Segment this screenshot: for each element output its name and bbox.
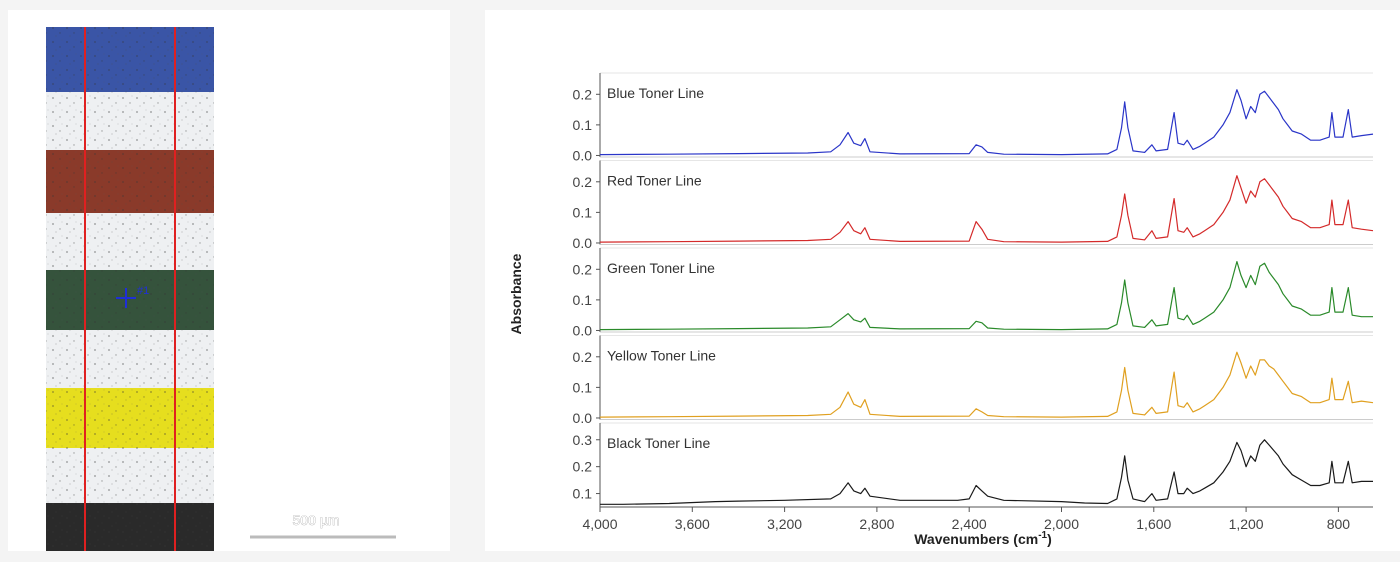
y-tick-label: 0.2	[573, 86, 593, 102]
series-line	[599, 261, 1373, 331]
spectra-subplots: 0.0 0.1 0.2 Blue Toner Line 0.0 0.1 0.2 Red Ton…	[573, 72, 1374, 508]
x-tick-label: 2,400	[952, 516, 987, 532]
subplot-5: 0.1 0.2 0.3 Black Toner Line	[573, 422, 1373, 508]
x-axis-title-close: )	[1047, 531, 1052, 547]
x-tick-label: 3,200	[767, 516, 802, 532]
scale-bar-label: 500 µm	[293, 512, 340, 528]
series-line	[599, 89, 1374, 156]
y-tick-label: 0.1	[573, 379, 593, 395]
subplot-1: 0.0 0.1 0.2 Blue Toner Line	[573, 72, 1374, 163]
y-axis-title: Absorbance	[508, 253, 524, 334]
texture-overlay	[46, 27, 214, 551]
spectra-panel: 0.0 0.1 0.2 Blue Toner Line 0.0 0.1 0.2 Red Ton…	[485, 10, 1400, 551]
x-axis-title: Wavenumbers (cm-1)	[914, 530, 1052, 547]
y-tick-label: 0.0	[573, 322, 593, 338]
y-tick-label: 0.1	[573, 292, 593, 308]
x-axis-title-main: Wavenumbers (cm	[914, 531, 1038, 547]
series-line	[599, 351, 1374, 418]
marker-label: #1	[137, 285, 149, 297]
x-tick-label: 2,000	[1044, 516, 1079, 532]
micrograph-panel: #1 500 µm	[8, 10, 450, 551]
spectra-chart: 0.0 0.1 0.2 Blue Toner Line 0.0 0.1 0.2 Red Ton…	[508, 72, 1374, 547]
series-line	[599, 175, 1374, 243]
series-name: Black Toner Line	[607, 435, 710, 451]
x-tick-label: 2,800	[859, 516, 894, 532]
y-tick-label: 0.1	[573, 204, 593, 220]
subplot-3: 0.0 0.1 0.2 Green Toner Line	[573, 247, 1373, 338]
y-tick-label: 0.0	[573, 410, 593, 426]
y-tick-label: 0.2	[573, 174, 593, 190]
x-tick-label: 1,200	[1229, 516, 1264, 532]
x-tick-label: 800	[1327, 516, 1351, 532]
series-line	[600, 439, 1373, 505]
y-tick-label: 0.1	[573, 486, 593, 502]
crosshair-marker[interactable]: #1	[116, 285, 149, 308]
x-axis-title-sup: -1	[1038, 530, 1047, 541]
x-axis-ticks: 4,000 3,600 3,200 2,800 2,400 2,000 1,600 1,200…	[582, 507, 1350, 532]
series-name: Yellow Toner Line	[607, 348, 716, 364]
series-name: Red Toner Line	[607, 173, 702, 189]
micrograph-image: #1 500 µm	[46, 27, 396, 551]
y-tick-label: 0.2	[573, 261, 593, 277]
y-tick-label: 0.0	[573, 235, 593, 251]
y-tick-label: 0.2	[573, 349, 593, 365]
y-tick-label: 0.3	[573, 432, 593, 448]
subplot-4: 0.0 0.1 0.2 Yellow Toner Line	[573, 335, 1374, 426]
x-tick-label: 1,600	[1136, 516, 1171, 532]
series-name: Green Toner Line	[607, 260, 715, 276]
series-name: Blue Toner Line	[607, 85, 704, 101]
y-tick-label: 0.2	[573, 459, 593, 475]
x-tick-label: 4,000	[582, 516, 617, 532]
subplot-2: 0.0 0.1 0.2 Red Toner Line	[573, 160, 1374, 251]
x-tick-label: 3,600	[675, 516, 710, 532]
y-tick-label: 0.0	[573, 147, 593, 163]
y-tick-label: 0.1	[573, 117, 593, 133]
